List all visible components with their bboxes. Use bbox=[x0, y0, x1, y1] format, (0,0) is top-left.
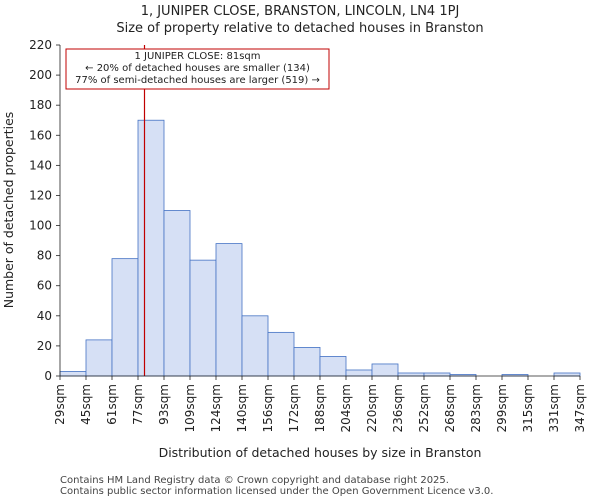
bar bbox=[423, 372, 451, 377]
x-tick-label: 220sqm bbox=[365, 384, 379, 432]
footer-line-2: Contains public sector information licen… bbox=[60, 486, 493, 497]
y-tick-label: 220 bbox=[29, 38, 52, 52]
y-tick-label: 40 bbox=[37, 309, 52, 323]
bar bbox=[319, 356, 347, 377]
x-tick-label: 252sqm bbox=[417, 384, 431, 432]
annotation-line-1: 1 JUNIPER CLOSE: 81sqm bbox=[134, 51, 260, 62]
x-tick-label: 77sqm bbox=[131, 384, 145, 425]
annotation-line-2: ← 20% of detached houses are smaller (13… bbox=[85, 63, 310, 74]
chart-subtitle: Size of property relative to detached ho… bbox=[116, 21, 483, 36]
x-tick-label: 315sqm bbox=[521, 384, 535, 432]
y-tick-label: 160 bbox=[29, 128, 52, 142]
y-tick-label: 60 bbox=[37, 279, 52, 293]
bar bbox=[241, 315, 269, 377]
y-tick-label: 180 bbox=[29, 98, 52, 112]
y-tick-label: 80 bbox=[37, 249, 52, 263]
x-tick-label: 236sqm bbox=[391, 384, 405, 432]
x-tick-label: 347sqm bbox=[573, 384, 587, 432]
x-tick-label: 45sqm bbox=[79, 384, 93, 425]
bar bbox=[111, 258, 139, 377]
x-tick-label: 331sqm bbox=[547, 384, 561, 432]
bar bbox=[293, 347, 321, 377]
x-tick-label: 283sqm bbox=[469, 384, 483, 432]
x-tick-label: 140sqm bbox=[235, 384, 249, 432]
x-tick-label: 299sqm bbox=[495, 384, 509, 432]
x-tick-label: 156sqm bbox=[261, 384, 275, 432]
x-tick-label: 61sqm bbox=[105, 384, 119, 425]
bar bbox=[137, 119, 165, 377]
x-tick-label: 124sqm bbox=[209, 384, 223, 432]
x-tick-label: 29sqm bbox=[53, 384, 67, 425]
x-tick-label: 172sqm bbox=[287, 384, 301, 432]
bar bbox=[267, 331, 295, 377]
bar bbox=[371, 363, 399, 377]
y-tick-label: 0 bbox=[44, 369, 52, 383]
bars bbox=[59, 119, 581, 377]
y-tick-label: 200 bbox=[29, 68, 52, 82]
annotation-line-3: 77% of semi-detached houses are larger (… bbox=[75, 75, 320, 86]
bar bbox=[345, 369, 373, 377]
x-axis-label: Distribution of detached houses by size … bbox=[159, 445, 482, 460]
footer-line-1: Contains HM Land Registry data © Crown c… bbox=[60, 475, 449, 486]
y-axis-label: Number of detached properties bbox=[1, 112, 16, 309]
x-tick-label: 204sqm bbox=[339, 384, 353, 432]
x-tick-label: 268sqm bbox=[443, 384, 457, 432]
bar bbox=[397, 372, 425, 377]
y-axis-ticks: 0 20 40 60 80 100 120 140 160 180 200 220 bbox=[29, 38, 60, 383]
bar bbox=[85, 339, 113, 377]
y-tick-label: 120 bbox=[29, 188, 52, 202]
bar bbox=[553, 372, 581, 377]
x-tick-label: 109sqm bbox=[183, 384, 197, 432]
x-axis-ticks: 29sqm 45sqm 61sqm 77sqm 93sqm 109sqm 124sqm 140… bbox=[53, 376, 587, 432]
y-tick-label: 20 bbox=[37, 339, 52, 353]
bar bbox=[163, 210, 191, 377]
bar bbox=[215, 243, 243, 377]
x-tick-label: 93sqm bbox=[157, 384, 171, 425]
bar bbox=[189, 259, 217, 377]
annotation-box bbox=[65, 48, 330, 90]
y-tick-label: 140 bbox=[29, 158, 52, 172]
x-tick-label: 188sqm bbox=[313, 384, 327, 432]
y-tick-label: 100 bbox=[29, 219, 52, 233]
chart-title: 1, JUNIPER CLOSE, BRANSTON, LINCOLN, LN4… bbox=[141, 4, 460, 19]
bar bbox=[59, 371, 87, 377]
